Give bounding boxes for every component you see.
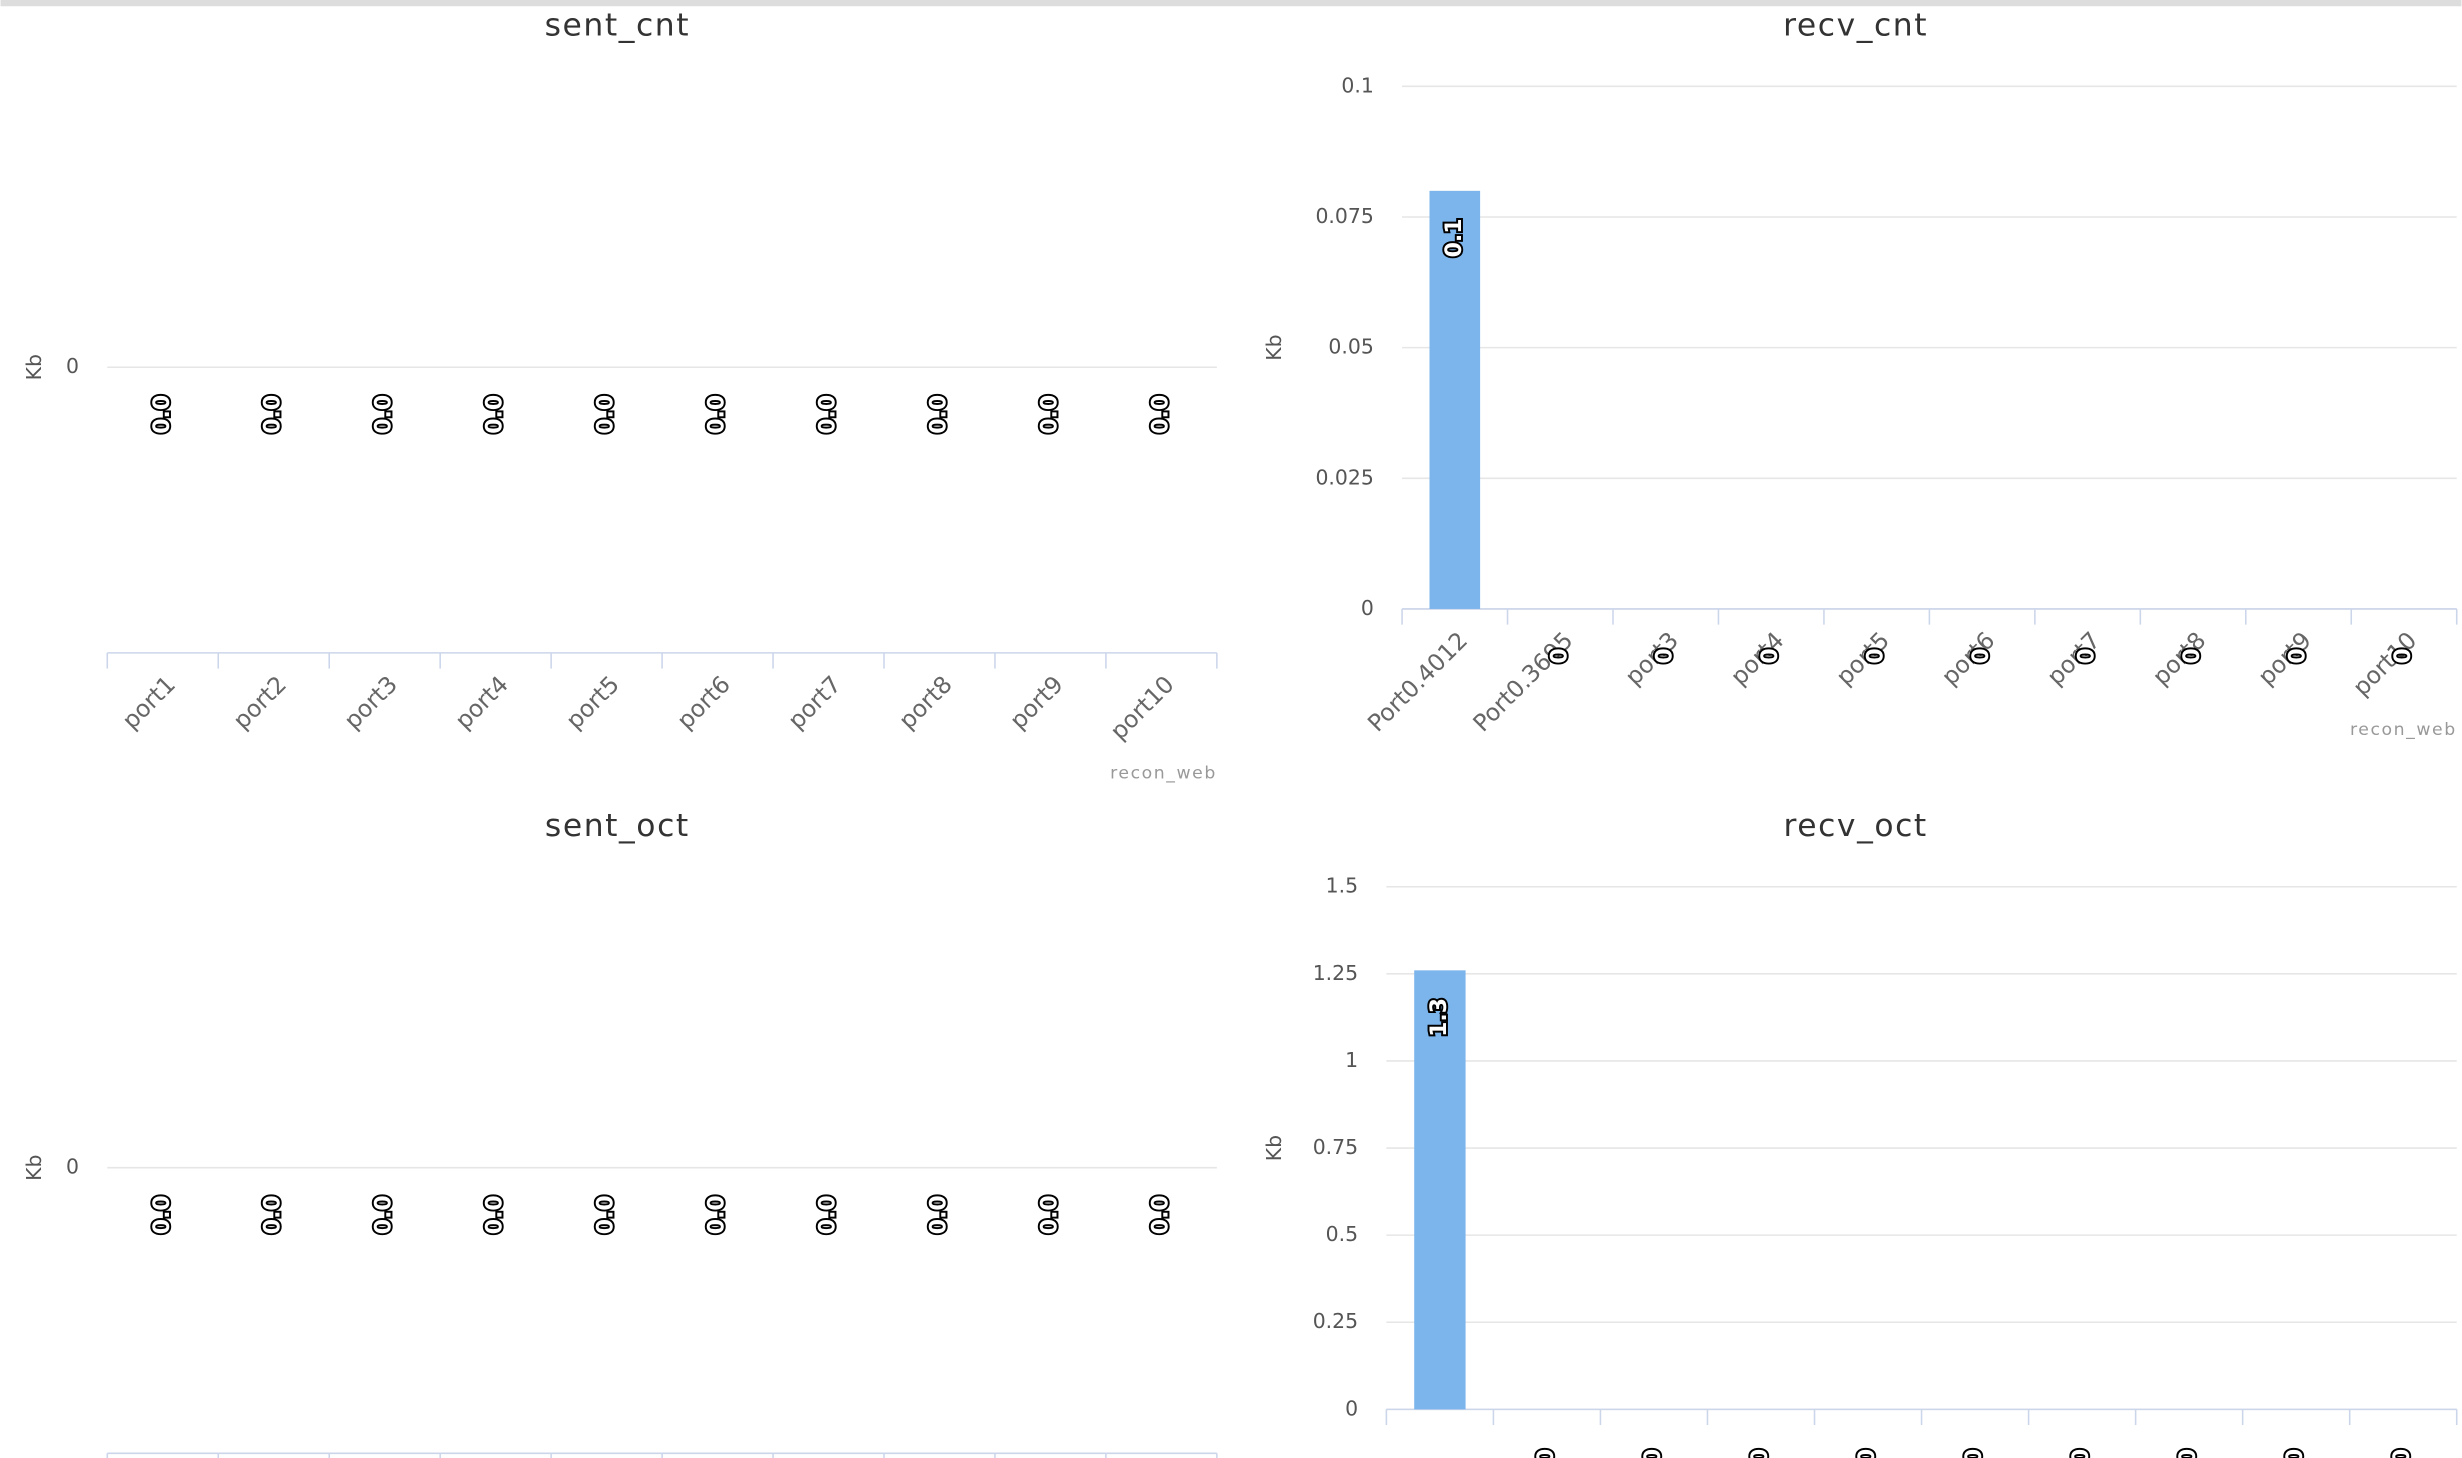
value-label: 0.0 bbox=[261, 395, 286, 434]
value-label: 0.0 bbox=[594, 1195, 619, 1234]
y-tick-label: 0 bbox=[66, 1155, 79, 1179]
y-tick-label: 1 bbox=[1345, 1048, 1358, 1072]
y-axis-label: Kb bbox=[1262, 334, 1286, 360]
x-tick-label: port4 bbox=[449, 670, 514, 735]
y-tick-label: 0 bbox=[1361, 596, 1374, 620]
x-tick-label: port7 bbox=[782, 670, 847, 735]
value-label: 0.0 bbox=[1148, 395, 1173, 434]
y-tick-label: 0.25 bbox=[1313, 1309, 1358, 1333]
value-label: 0.0 bbox=[594, 395, 619, 434]
chart-title: sent_cnt bbox=[545, 8, 691, 44]
value-label: 0.0 bbox=[816, 395, 841, 434]
x-tick-label: port10 bbox=[1105, 670, 1180, 745]
x-tick-label: Port0.4012 bbox=[1362, 626, 1473, 737]
value-label: 0.0 bbox=[483, 1195, 508, 1234]
value-label: 0.0 bbox=[1037, 395, 1062, 434]
y-axis-label: Kb bbox=[22, 354, 46, 380]
chart-title: recv_cnt bbox=[1783, 8, 1928, 44]
y-tick-label: 0.05 bbox=[1328, 335, 1373, 359]
value-label: 0.0 bbox=[1148, 1195, 1173, 1234]
y-tick-label: 0 bbox=[66, 354, 79, 378]
top-border bbox=[0, 0, 2462, 7]
value-label: 0.0 bbox=[372, 395, 397, 434]
value-label: 0 bbox=[1547, 648, 1572, 663]
value-label: 0.0 bbox=[261, 1195, 286, 1234]
value-label: 0 bbox=[2283, 1449, 2308, 1458]
value-label: 0 bbox=[2391, 648, 2416, 663]
value-label: 0.0 bbox=[150, 1195, 175, 1234]
value-label: 0 bbox=[1969, 648, 1994, 663]
value-label: 0 bbox=[1758, 648, 1783, 663]
value-label: 0 bbox=[1653, 648, 1678, 663]
value-label: 0 bbox=[2069, 1449, 2094, 1458]
value-label: 0.0 bbox=[926, 1195, 951, 1234]
y-tick-label: 0.075 bbox=[1315, 204, 1373, 228]
value-label: 0.0 bbox=[926, 395, 951, 434]
x-tick-label: port10 bbox=[2347, 626, 2422, 701]
y-tick-label: 1.25 bbox=[1313, 961, 1358, 985]
x-tick-label: port3 bbox=[338, 670, 403, 735]
value-label: 0 bbox=[2286, 648, 2311, 663]
chart-title: sent_oct bbox=[545, 808, 690, 844]
x-tick-label: port2 bbox=[227, 670, 292, 735]
chart-title: recv_oct bbox=[1783, 808, 1927, 844]
y-tick-label: 1.5 bbox=[1326, 874, 1358, 898]
value-label: 0.0 bbox=[705, 1195, 730, 1234]
bar bbox=[1429, 190, 1481, 609]
x-tick-label: port5 bbox=[560, 670, 625, 735]
y-tick-label: 0.1 bbox=[1341, 73, 1373, 97]
value-label: 0 bbox=[1855, 1449, 1880, 1458]
value-label: 0.0 bbox=[816, 1195, 841, 1234]
value-label: 0 bbox=[1962, 1449, 1987, 1458]
credits: recon_web bbox=[1110, 764, 1217, 784]
value-label: 0 bbox=[1748, 1449, 1773, 1458]
value-label: 0 bbox=[2180, 648, 2205, 663]
value-label: 0.0 bbox=[705, 395, 730, 434]
y-tick-label: 0.5 bbox=[1326, 1222, 1358, 1246]
y-tick-label: 0 bbox=[1345, 1396, 1358, 1420]
value-label: 0 bbox=[2390, 1449, 2415, 1458]
value-label: 1.3 bbox=[1427, 998, 1452, 1037]
value-label: 0 bbox=[1641, 1449, 1666, 1458]
credits: recon_web bbox=[2350, 720, 2457, 740]
value-label: 0 bbox=[1864, 648, 1889, 663]
x-tick-label: port8 bbox=[893, 670, 958, 735]
bar bbox=[1414, 970, 1466, 1410]
value-label: 0 bbox=[1534, 1449, 1559, 1458]
x-tick-label: port6 bbox=[671, 670, 736, 735]
y-axis-label: Kb bbox=[1262, 1135, 1286, 1161]
y-tick-label: 0.75 bbox=[1313, 1135, 1358, 1159]
x-tick-label: port9 bbox=[1004, 670, 1069, 735]
value-label: 0 bbox=[2176, 1449, 2201, 1458]
value-label: 0.0 bbox=[372, 1195, 397, 1234]
value-label: 0.0 bbox=[150, 395, 175, 434]
value-label: 0.1 bbox=[1442, 218, 1467, 257]
value-label: 0.0 bbox=[1037, 1195, 1062, 1234]
value-label: 0 bbox=[2075, 648, 2100, 663]
value-label: 0.0 bbox=[483, 395, 508, 434]
y-tick-label: 0.025 bbox=[1315, 465, 1373, 489]
x-tick-label: Port0.3695 bbox=[1468, 626, 1579, 737]
x-tick-label: port1 bbox=[117, 670, 182, 735]
y-axis-label: Kb bbox=[22, 1154, 46, 1180]
